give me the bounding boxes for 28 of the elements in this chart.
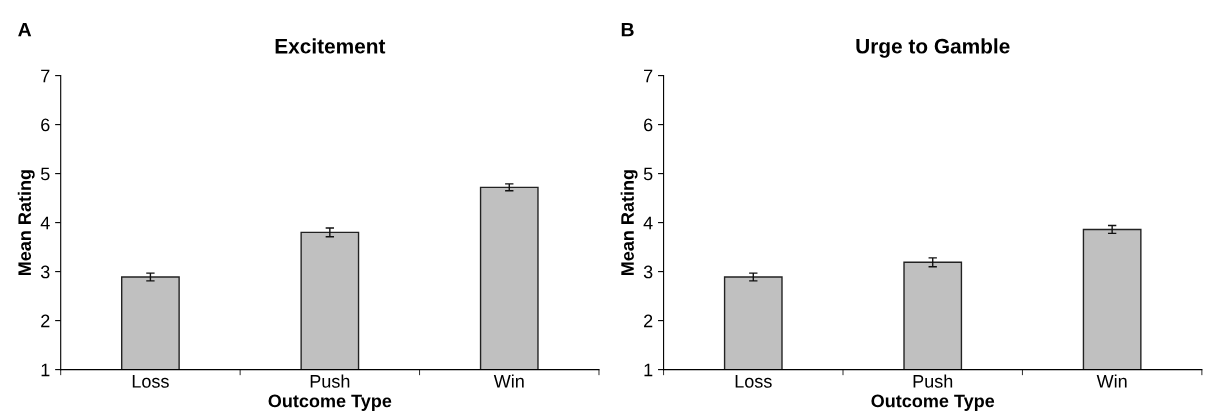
x-tick-label: Push [913,374,953,388]
chart-title: Urge to Gamble [856,38,1010,58]
text: A [18,22,32,37]
y-axis-title: Mean Rating [620,170,638,276]
x-axis-title: Outcome Type [268,394,392,411]
y-tick-label: 4 [40,216,50,230]
x-tick-label: Push [310,374,350,388]
chart-title: Excitement [275,38,386,54]
y-tick-label: 5 [40,167,50,181]
x-axis-title: Outcome Type [871,394,995,411]
y-tick-label: 6 [644,118,653,132]
y-axis-title: Mean Rating [17,170,35,276]
text: B [621,22,634,37]
y-tick-label: 4 [643,216,653,230]
y-tick-label: 7 [644,69,653,83]
x-tick-label: Win [493,374,524,388]
x-tick-label: Win [1096,374,1127,388]
y-tick-label: 2 [41,314,50,328]
y-tick-label: 3 [643,265,653,279]
y-tick-label: 2 [644,314,653,328]
y-tick-label: 6 [41,118,50,132]
y-tick-label: 5 [643,167,653,181]
y-tick-label: 3 [40,265,50,279]
y-tick-label: 7 [41,69,50,83]
y-tick-label: 1 [644,363,653,377]
y-tick-label: 1 [41,363,50,377]
x-tick-label: Loss [735,375,772,388]
x-tick-label: Loss [132,375,169,388]
